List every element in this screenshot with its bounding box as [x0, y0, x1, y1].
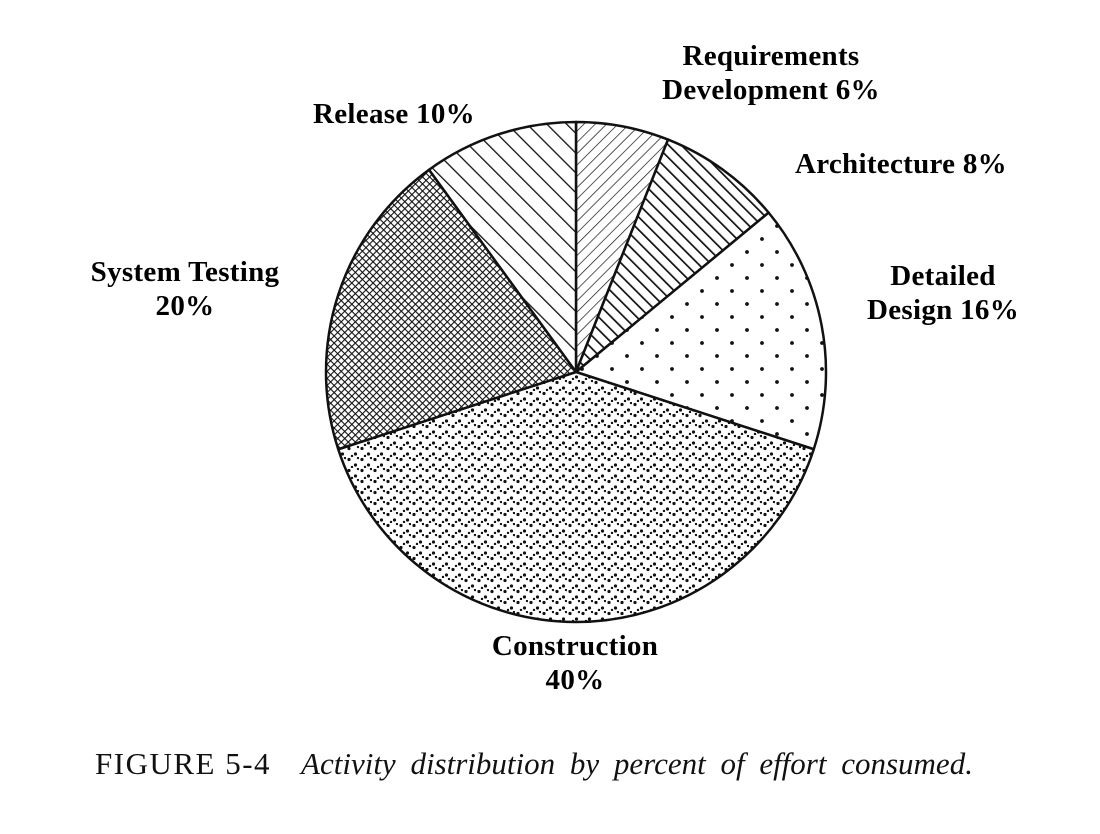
pie-chart — [324, 120, 828, 624]
label-detailed-design: Detailed Design 16% — [826, 260, 1060, 328]
label-line: Design 16% — [866, 293, 1020, 326]
label-architecture: Architecture 8% — [748, 148, 1054, 182]
label-system-testing: System Testing 20% — [52, 256, 318, 324]
label-line: Construction — [491, 630, 659, 662]
pie-slices — [324, 120, 828, 624]
pie-slice-release — [427, 120, 578, 374]
figure-caption: FIGURE 5-4 Activity distribution by perce… — [95, 746, 1075, 782]
caption-text: Activity distribution by percent of effo… — [301, 746, 973, 781]
pie-slice-system-testing — [324, 168, 578, 451]
pie-slice-construction — [336, 370, 816, 624]
label-line: System Testing — [90, 256, 280, 288]
label-line: Development 6% — [662, 73, 880, 106]
label-line: Release 10% — [313, 98, 475, 130]
pie-slice-detailed-design — [574, 211, 828, 451]
figure-number: FIGURE 5-4 — [95, 746, 272, 781]
label-release: Release 10% — [272, 98, 516, 132]
label-line: Detailed — [890, 260, 996, 292]
label-requirements-development: Requirements Development 6% — [618, 40, 924, 108]
label-line: Architecture 8% — [794, 148, 1007, 180]
label-line: Requirements — [682, 40, 860, 72]
label-line: 20% — [155, 289, 215, 322]
label-construction: Construction 40% — [438, 630, 712, 698]
label-line: 40% — [545, 663, 605, 696]
pie-slice-architecture — [574, 138, 770, 374]
